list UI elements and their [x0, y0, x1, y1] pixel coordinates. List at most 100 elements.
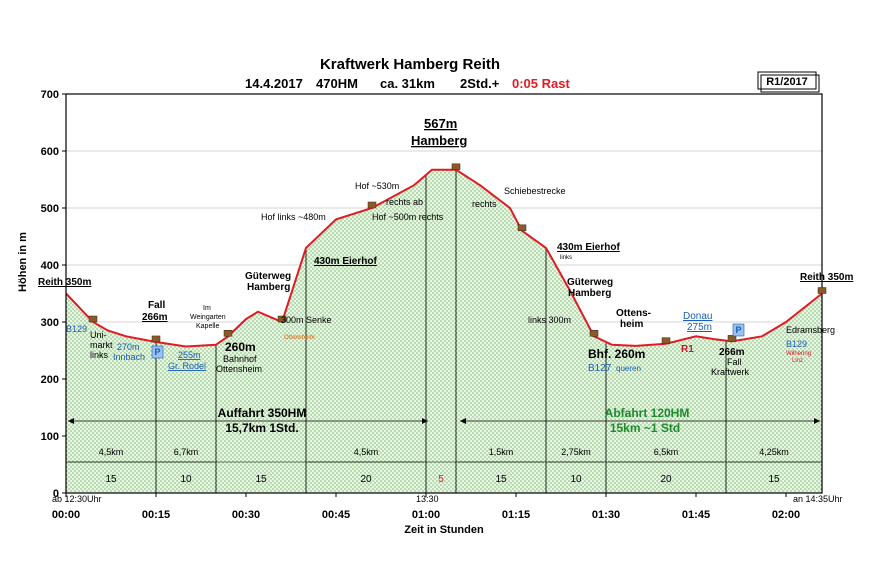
label-hof480: Hof links ~480m: [261, 212, 326, 222]
descent-arrow-right: [814, 418, 820, 424]
label-wilhering: Wilhering: [786, 351, 811, 357]
y-tick-label: 0: [53, 488, 59, 500]
rest-time-label: 13:30: [416, 494, 439, 504]
axes: 0 100 200 300 400 500 600 700 00:00 00:15 00:30 00:…: [41, 89, 800, 521]
label-weingarten-2: Weingarten: [190, 314, 226, 321]
house-marker: [151, 335, 161, 343]
x-tick-label: 01:15: [502, 509, 530, 521]
label-donau-1: Donau: [683, 311, 712, 322]
y-tick-label: 100: [41, 431, 59, 443]
ascent-arrow-left: [68, 418, 74, 424]
tour-duration: 2Std.+: [460, 76, 500, 91]
parking-icon-1: [151, 345, 164, 359]
house-marker: [367, 201, 377, 209]
label-rechts-ab: rechts ab: [386, 197, 423, 207]
label-senke: 300m Senke: [281, 315, 332, 325]
segment-distance-label: 6,7km: [174, 447, 199, 457]
label-gueterweg2-1: Güterweg: [567, 277, 613, 288]
y-tick-label: 500: [41, 203, 59, 215]
label-weingarten-3: Kapelle: [196, 323, 219, 330]
segment-distance-label: 6,5km: [654, 447, 679, 457]
parking-label-1: P: [154, 347, 160, 357]
route-badge-shadow: [760, 74, 820, 93]
label-eierhof-2-links: links: [560, 255, 572, 261]
label-queren: queren: [616, 364, 641, 373]
label-edramsberg: Edramsberg: [786, 325, 835, 335]
y-axis-label: Höhen in m: [17, 232, 29, 292]
route-badge-box: [757, 71, 817, 90]
label-ottens-1: Ottens-: [616, 308, 651, 319]
label-unimarkt-1: Uni-: [90, 330, 107, 340]
ascent-line2: 15,7km 1Std.: [225, 421, 298, 435]
label-bhf: Bhf. 260m: [588, 347, 645, 361]
start-time-label: ab 12:30Uhr: [52, 494, 102, 504]
house-marker: [817, 287, 827, 294]
x-tick-label: 01:30: [592, 509, 620, 521]
house-marker: [88, 315, 98, 323]
label-fall-2: 266m: [142, 312, 168, 323]
label-gueterweg2-2: Hamberg: [568, 288, 611, 299]
segment-distance-label: 4,5km: [354, 447, 379, 457]
house-marker: [727, 335, 737, 342]
segment-minutes-label: 15: [768, 474, 780, 485]
descent-arrow-left: [460, 418, 466, 424]
segment-labels: 4,5km 6,7km 4,5km 1,5km 2,75km 6,5km 4,25km 15 1…: [66, 447, 822, 485]
label-b129-end: B129: [786, 339, 807, 349]
segment-lines: [155, 169, 727, 493]
label-innbach-1: 270m: [117, 342, 140, 352]
label-bahnhof-2: Bahnhof: [223, 354, 257, 364]
segment-minutes-label: 5: [438, 474, 444, 485]
label-bahnhof-1: 260m: [225, 340, 256, 354]
elevation-area: [66, 169, 822, 494]
x-tick-label: 01:00: [412, 509, 440, 521]
x-tick-label: 00:30: [232, 509, 260, 521]
parking-label-2: P: [735, 325, 741, 335]
house-marker: [223, 330, 233, 337]
segment-distance-label: 4,25km: [759, 447, 789, 457]
x-tick-label: 02:00: [772, 509, 800, 521]
label-donau-2: 275m: [687, 322, 712, 333]
profile-markers: [88, 163, 827, 344]
y-tick-label: 400: [41, 260, 59, 272]
label-bahnhof-3: Ottensheim: [216, 364, 262, 374]
descent-line2: 15km ~1 Std: [610, 421, 680, 435]
label-fall2-1: 266m: [719, 347, 745, 358]
label-ottensheim-small: Ottensheim: [284, 335, 315, 341]
label-reith-start: Reith 350m: [38, 277, 91, 288]
x-tick-label: 00:45: [322, 509, 350, 521]
tour-distance: ca. 31km: [380, 76, 435, 91]
segment-minutes-label: 10: [180, 474, 192, 485]
label-linz: Linz: [792, 358, 803, 364]
label-summit-2: Hamberg: [411, 133, 467, 148]
label-fall-1: Fall: [148, 300, 165, 311]
label-eierhof-1: 430m Eierhof: [314, 256, 377, 267]
elevation-line: [65, 168, 823, 348]
descent-line1: Abfahrt 120HM: [605, 406, 690, 420]
ascent-arrow-right: [422, 418, 428, 424]
label-unimarkt-3: links: [90, 350, 109, 360]
segment-distance-label: 4,5km: [99, 447, 124, 457]
x-tick-label: 01:45: [682, 509, 710, 521]
label-hof500: Hof ~500m rechts: [372, 212, 444, 222]
label-rechts: rechts: [472, 199, 497, 209]
label-gueterweg1-2: Hamberg: [247, 282, 290, 293]
house-marker: [517, 224, 527, 232]
route-badge: R1/2017: [766, 76, 808, 88]
segment-minutes-label: 20: [360, 474, 372, 485]
house-marker: [277, 315, 287, 323]
y-tick-label: 200: [41, 374, 59, 386]
segment-minutes-label: 20: [660, 474, 672, 485]
y-tick-label: 600: [41, 146, 59, 158]
label-links300: links 300m: [528, 315, 571, 325]
house-marker: [451, 163, 461, 171]
label-schiebestrecke: Schiebestrecke: [504, 186, 566, 196]
label-innbach-2: Innbach: [113, 352, 145, 362]
y-tick-label: 700: [41, 89, 59, 101]
x-tick-label: 00:00: [52, 509, 80, 521]
label-b127: B127: [588, 363, 612, 374]
x-axis-label: Zeit in Stunden: [404, 524, 484, 536]
tour-rest: 0:05 Rast: [512, 76, 570, 91]
label-r1: R1: [681, 344, 694, 355]
label-summit-1: 567m: [424, 116, 457, 131]
